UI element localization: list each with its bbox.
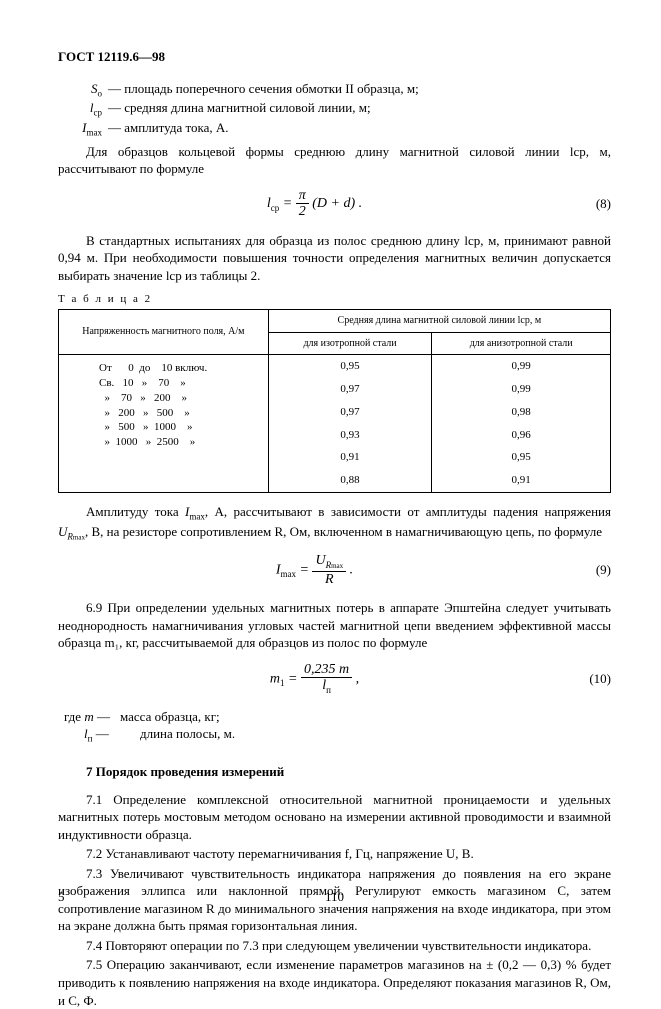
equation-number: (9) (571, 561, 611, 579)
paragraph: В стандартных испытаниях для образца из … (58, 232, 611, 285)
page-number-left: 5 (58, 888, 65, 906)
equation-number: (10) (571, 670, 611, 688)
def-row: lср — средняя длина магнитной силовой ли… (58, 99, 611, 119)
formula: m1 = 0,235 mlп , (270, 662, 359, 696)
def-row: Sо — площадь поперечного сечения обмотки… (58, 80, 611, 100)
equation-8: lср = π2 (D + d) . (8) (58, 188, 611, 220)
paragraph-7-4: 7.4 Повторяют операции по 7.3 при следую… (58, 937, 611, 955)
table-row: От 0 до 10 включ. Св. 10 » 70 » » 70 » 2… (59, 355, 611, 378)
def-row: Imax — амплитуда тока, А. (58, 119, 611, 139)
where-symbol: где m — (58, 708, 120, 726)
paragraph-7-5: 7.5 Операцию заканчивают, если изменение… (58, 956, 611, 1009)
def-symbol: Imax (58, 119, 108, 139)
page-number-center: 110 (325, 888, 344, 906)
def-symbol: lср (58, 99, 108, 119)
formula: lср = π2 (D + d) . (267, 188, 362, 220)
th-field: Напряженность магнитного поля, А/м (59, 310, 269, 355)
table-2: Напряженность магнитного поля, А/м Средн… (58, 309, 611, 493)
th-isotropic: для изотропной стали (268, 332, 432, 355)
equation-9: Imax = URmaxR . (9) (58, 553, 611, 587)
where-text: длина полосы, м. (140, 725, 611, 745)
def-text: — амплитуда тока, А. (108, 119, 611, 139)
where-block: где m — масса образца, кг; lп — длина по… (58, 708, 611, 745)
paragraph: Для образцов кольцевой формы среднюю дли… (58, 143, 611, 178)
page: ГОСТ 12119.6—98 Sо — площадь поперечного… (0, 0, 661, 936)
where-text: масса образца, кг; (120, 708, 611, 726)
table-caption: Т а б л и ц а 2 (58, 292, 611, 307)
page-footer: 5 110 (58, 888, 611, 906)
paragraph-6-9: 6.9 При определении удельных магнитных п… (58, 599, 611, 652)
def-text: — средняя длина магнитной силовой линии,… (108, 99, 611, 119)
section-7-heading: 7 Порядок проведения измерений (86, 763, 611, 781)
doc-header: ГОСТ 12119.6—98 (58, 48, 611, 66)
equation-10: m1 = 0,235 mlп , (10) (58, 662, 611, 696)
def-text: — площадь поперечного сечения обмотки II… (108, 80, 611, 100)
paragraph: Амплитуду тока Imax, А, рассчитывают в з… (58, 503, 611, 543)
th-anisotropic: для анизотропной стали (432, 332, 611, 355)
def-symbol: Sо (58, 80, 108, 100)
paragraph-7-2: 7.2 Устанавливают частоту перемагничиван… (58, 845, 611, 863)
paragraph-7-1: 7.1 Определение комплексной относительно… (58, 791, 611, 844)
where-symbol: lп — (58, 725, 140, 745)
th-avg-length: Средняя длина магнитной силовой линии lс… (268, 310, 610, 333)
definitions-block: Sо — площадь поперечного сечения обмотки… (58, 80, 611, 139)
equation-number: (8) (571, 195, 611, 213)
formula: Imax = URmaxR . (276, 553, 353, 587)
